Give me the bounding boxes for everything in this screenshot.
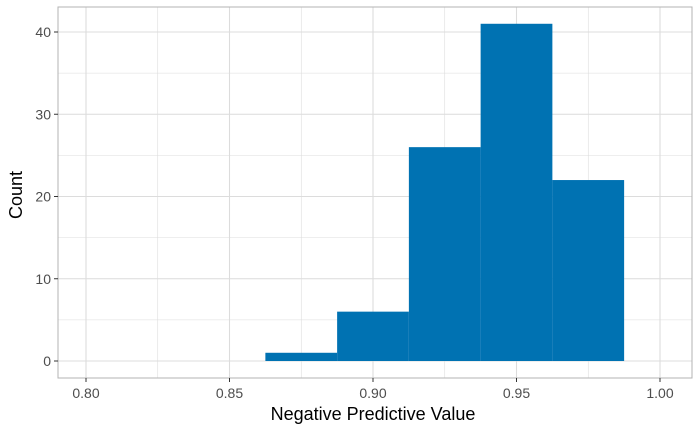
- histogram-bar: [480, 23, 553, 362]
- histogram-bars: [265, 23, 625, 362]
- x-axis-ticks: 0.80 0.85 0.90 0.95 1.00: [72, 378, 674, 401]
- histogram-bar: [265, 352, 338, 361]
- x-tick-label: 0.90: [359, 385, 386, 401]
- x-tick-label: 0.85: [216, 385, 243, 401]
- y-tick-label: 30: [35, 106, 51, 122]
- y-tick-label: 20: [35, 189, 51, 205]
- x-tick-label: 0.80: [72, 385, 99, 401]
- x-tick-label: 1.00: [646, 385, 673, 401]
- histogram-bar: [552, 180, 625, 361]
- y-axis-ticks: 0 10 20 30 40: [35, 24, 58, 369]
- x-tick-label: 0.95: [503, 385, 530, 401]
- histogram-bar: [337, 311, 409, 361]
- x-axis-title: Negative Predictive Value: [271, 404, 476, 424]
- y-axis-title: Count: [6, 171, 26, 219]
- y-tick-label: 40: [35, 24, 51, 40]
- y-tick-label: 10: [35, 271, 51, 287]
- histogram-bar: [408, 147, 481, 361]
- y-tick-label: 0: [43, 353, 51, 369]
- panel-border: [57, 6, 693, 379]
